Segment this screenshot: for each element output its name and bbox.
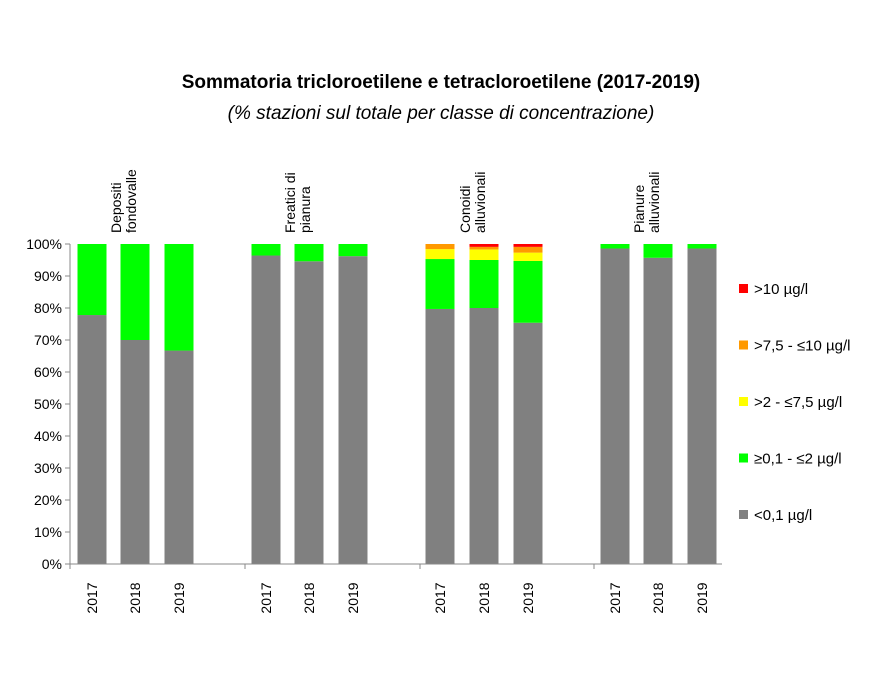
y-tick-label: 90% [34, 268, 62, 284]
y-tick-label: 60% [34, 364, 62, 380]
group-label: Pianure [631, 185, 647, 233]
y-tick-label: 40% [34, 428, 62, 444]
x-axis: 2017 2018 2019 2017 2018 2019 2017 2018 2019 2017… [69, 563, 722, 614]
legend-swatch [739, 510, 748, 519]
legend-label: ≥0,1 - ≤2 µg/l [754, 451, 842, 468]
bar-segment [338, 256, 368, 564]
group-label: Freatici di [282, 172, 298, 233]
x-tick-label: 2019 [694, 582, 710, 613]
y-tick-label: 10% [34, 524, 62, 540]
bar-segment [687, 248, 717, 565]
bar-segment [600, 244, 630, 249]
bar-segment [513, 260, 543, 323]
bars [77, 244, 717, 565]
y-tick-label: 80% [34, 300, 62, 316]
group-label: Conoidi [457, 186, 473, 233]
bar-segment [600, 248, 630, 565]
bar-segment [425, 308, 455, 564]
legend-swatch [739, 340, 748, 350]
bar-segment [469, 260, 499, 308]
bar-segment [120, 340, 150, 564]
legend-swatch [739, 397, 748, 406]
y-tick-label: 0% [42, 556, 62, 572]
bar-segment [294, 244, 324, 262]
bar-segment [469, 308, 499, 564]
group-label: alluvionali [472, 172, 488, 233]
bar-segment [164, 244, 194, 351]
bar-segment [513, 252, 543, 261]
y-tick-label: 100% [26, 236, 62, 252]
x-tick-label: 2017 [432, 582, 448, 613]
bar-segment [469, 244, 499, 247]
bar-segment [251, 244, 281, 256]
bar-segment [469, 246, 499, 250]
x-tick-label: 2017 [607, 582, 623, 613]
x-tick-label: 2017 [258, 582, 274, 613]
x-tick-label: 2018 [476, 582, 492, 613]
y-tick-label: 70% [34, 332, 62, 348]
legend-swatch [739, 284, 748, 293]
y-axis: 0% 10% 20% 30% 40% 50% 60% 70% 80% 90% 100% [26, 236, 71, 572]
legend-swatch [739, 453, 748, 463]
chart-title: Sommatoria tricloroetilene e tetracloroe… [181, 72, 701, 93]
bar-segment [643, 257, 673, 564]
x-tick-label: 2018 [301, 582, 317, 613]
bar-segment [425, 259, 455, 309]
x-tick-label: 2019 [171, 582, 187, 613]
legend-label: <0,1 µg/l [754, 507, 812, 524]
bar-segment [687, 244, 717, 249]
group-label: pianura [297, 186, 313, 233]
bar-segment [513, 244, 543, 247]
group-label: Depositi [108, 182, 124, 233]
legend-label: >2 - ≤7,5 µg/l [754, 394, 842, 411]
y-tick-label: 20% [34, 492, 62, 508]
legend: >10 µg/l >7,5 - ≤10 µg/l >2 - ≤7,5 µg/l ≥0,… [739, 281, 851, 524]
x-tick-label: 2019 [345, 582, 361, 613]
bar-segment [77, 315, 107, 564]
x-tick-label: 2018 [127, 582, 143, 613]
y-tick-label: 50% [34, 396, 62, 412]
bar-segment [120, 244, 150, 340]
bar-segment [251, 255, 281, 564]
bar-segment [425, 249, 455, 260]
y-tick-label: 30% [34, 460, 62, 476]
bar-segment [77, 244, 107, 316]
bar-segment [513, 246, 543, 253]
legend-label: >10 µg/l [754, 281, 808, 298]
group-labels: Depositi fondovalle Freatici di pianura Cono… [108, 169, 662, 233]
legend-label: >7,5 - ≤10 µg/l [754, 338, 851, 355]
bar-segment [425, 244, 455, 250]
bar-segment [164, 350, 194, 564]
x-tick-label: 2017 [84, 582, 100, 613]
x-tick-label: 2018 [650, 582, 666, 613]
group-label: fondovalle [123, 169, 139, 233]
bar-segment [338, 244, 368, 257]
bar-segment [643, 244, 673, 258]
chart-subtitle: (% stazioni sul totale per classe di con… [227, 103, 655, 124]
bar-segment [469, 249, 499, 260]
group-label: alluvionali [646, 172, 662, 233]
bar-segment [294, 261, 324, 564]
x-tick-label: 2019 [520, 582, 536, 613]
bar-segment [513, 322, 543, 564]
